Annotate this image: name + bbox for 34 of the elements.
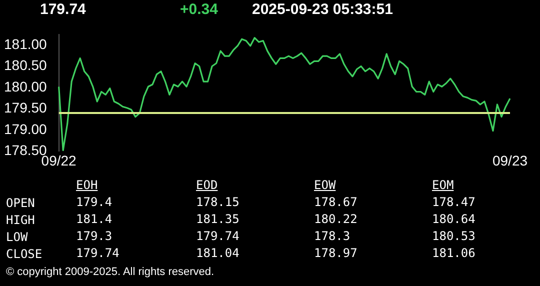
text: 181.04 [196,246,240,260]
text: 179.4 [76,195,112,209]
y-tick-label: 181.00 [4,36,48,52]
category-label: EOW [314,178,336,192]
text: 180.53 [432,229,476,243]
chart-subtitle: +0.34 [180,1,218,18]
text: 179.74 [76,246,120,260]
category-label: EOD [196,178,218,192]
category-label: OPEN [6,196,35,210]
y-tick-label: 179.50 [4,100,48,116]
text: 178.67 [314,195,358,209]
text: 181.4 [76,212,112,226]
text: 179.74 [196,229,240,243]
chart-title: 179.74 [40,1,86,18]
text: 181.35 [196,212,240,226]
y-tick-label: 179.00 [4,120,48,137]
text: 180.22 [314,212,358,226]
text: 2025-09-23 05:33:51 [252,1,393,18]
text: 178.97 [314,246,358,260]
text: 181.06 [432,246,476,260]
category-label: HIGH [6,213,35,227]
x-tick-label: 09/23 [492,152,528,168]
category-label: EOH [76,178,98,192]
text: © copyright 2009-2025. All rights reserved. [6,266,214,278]
text: 178.47 [432,195,476,209]
text: 178.15 [196,195,240,209]
text: 179.3 [76,229,112,243]
category-label: CLOSE [6,247,42,261]
y-tick-label: 180.00 [4,78,48,94]
y-tick-label: 180.50 [4,57,48,74]
category-label: EOM [432,178,454,192]
text: 178.3 [314,229,350,243]
category-label: LOW [6,230,28,244]
text: 180.64 [432,212,476,226]
